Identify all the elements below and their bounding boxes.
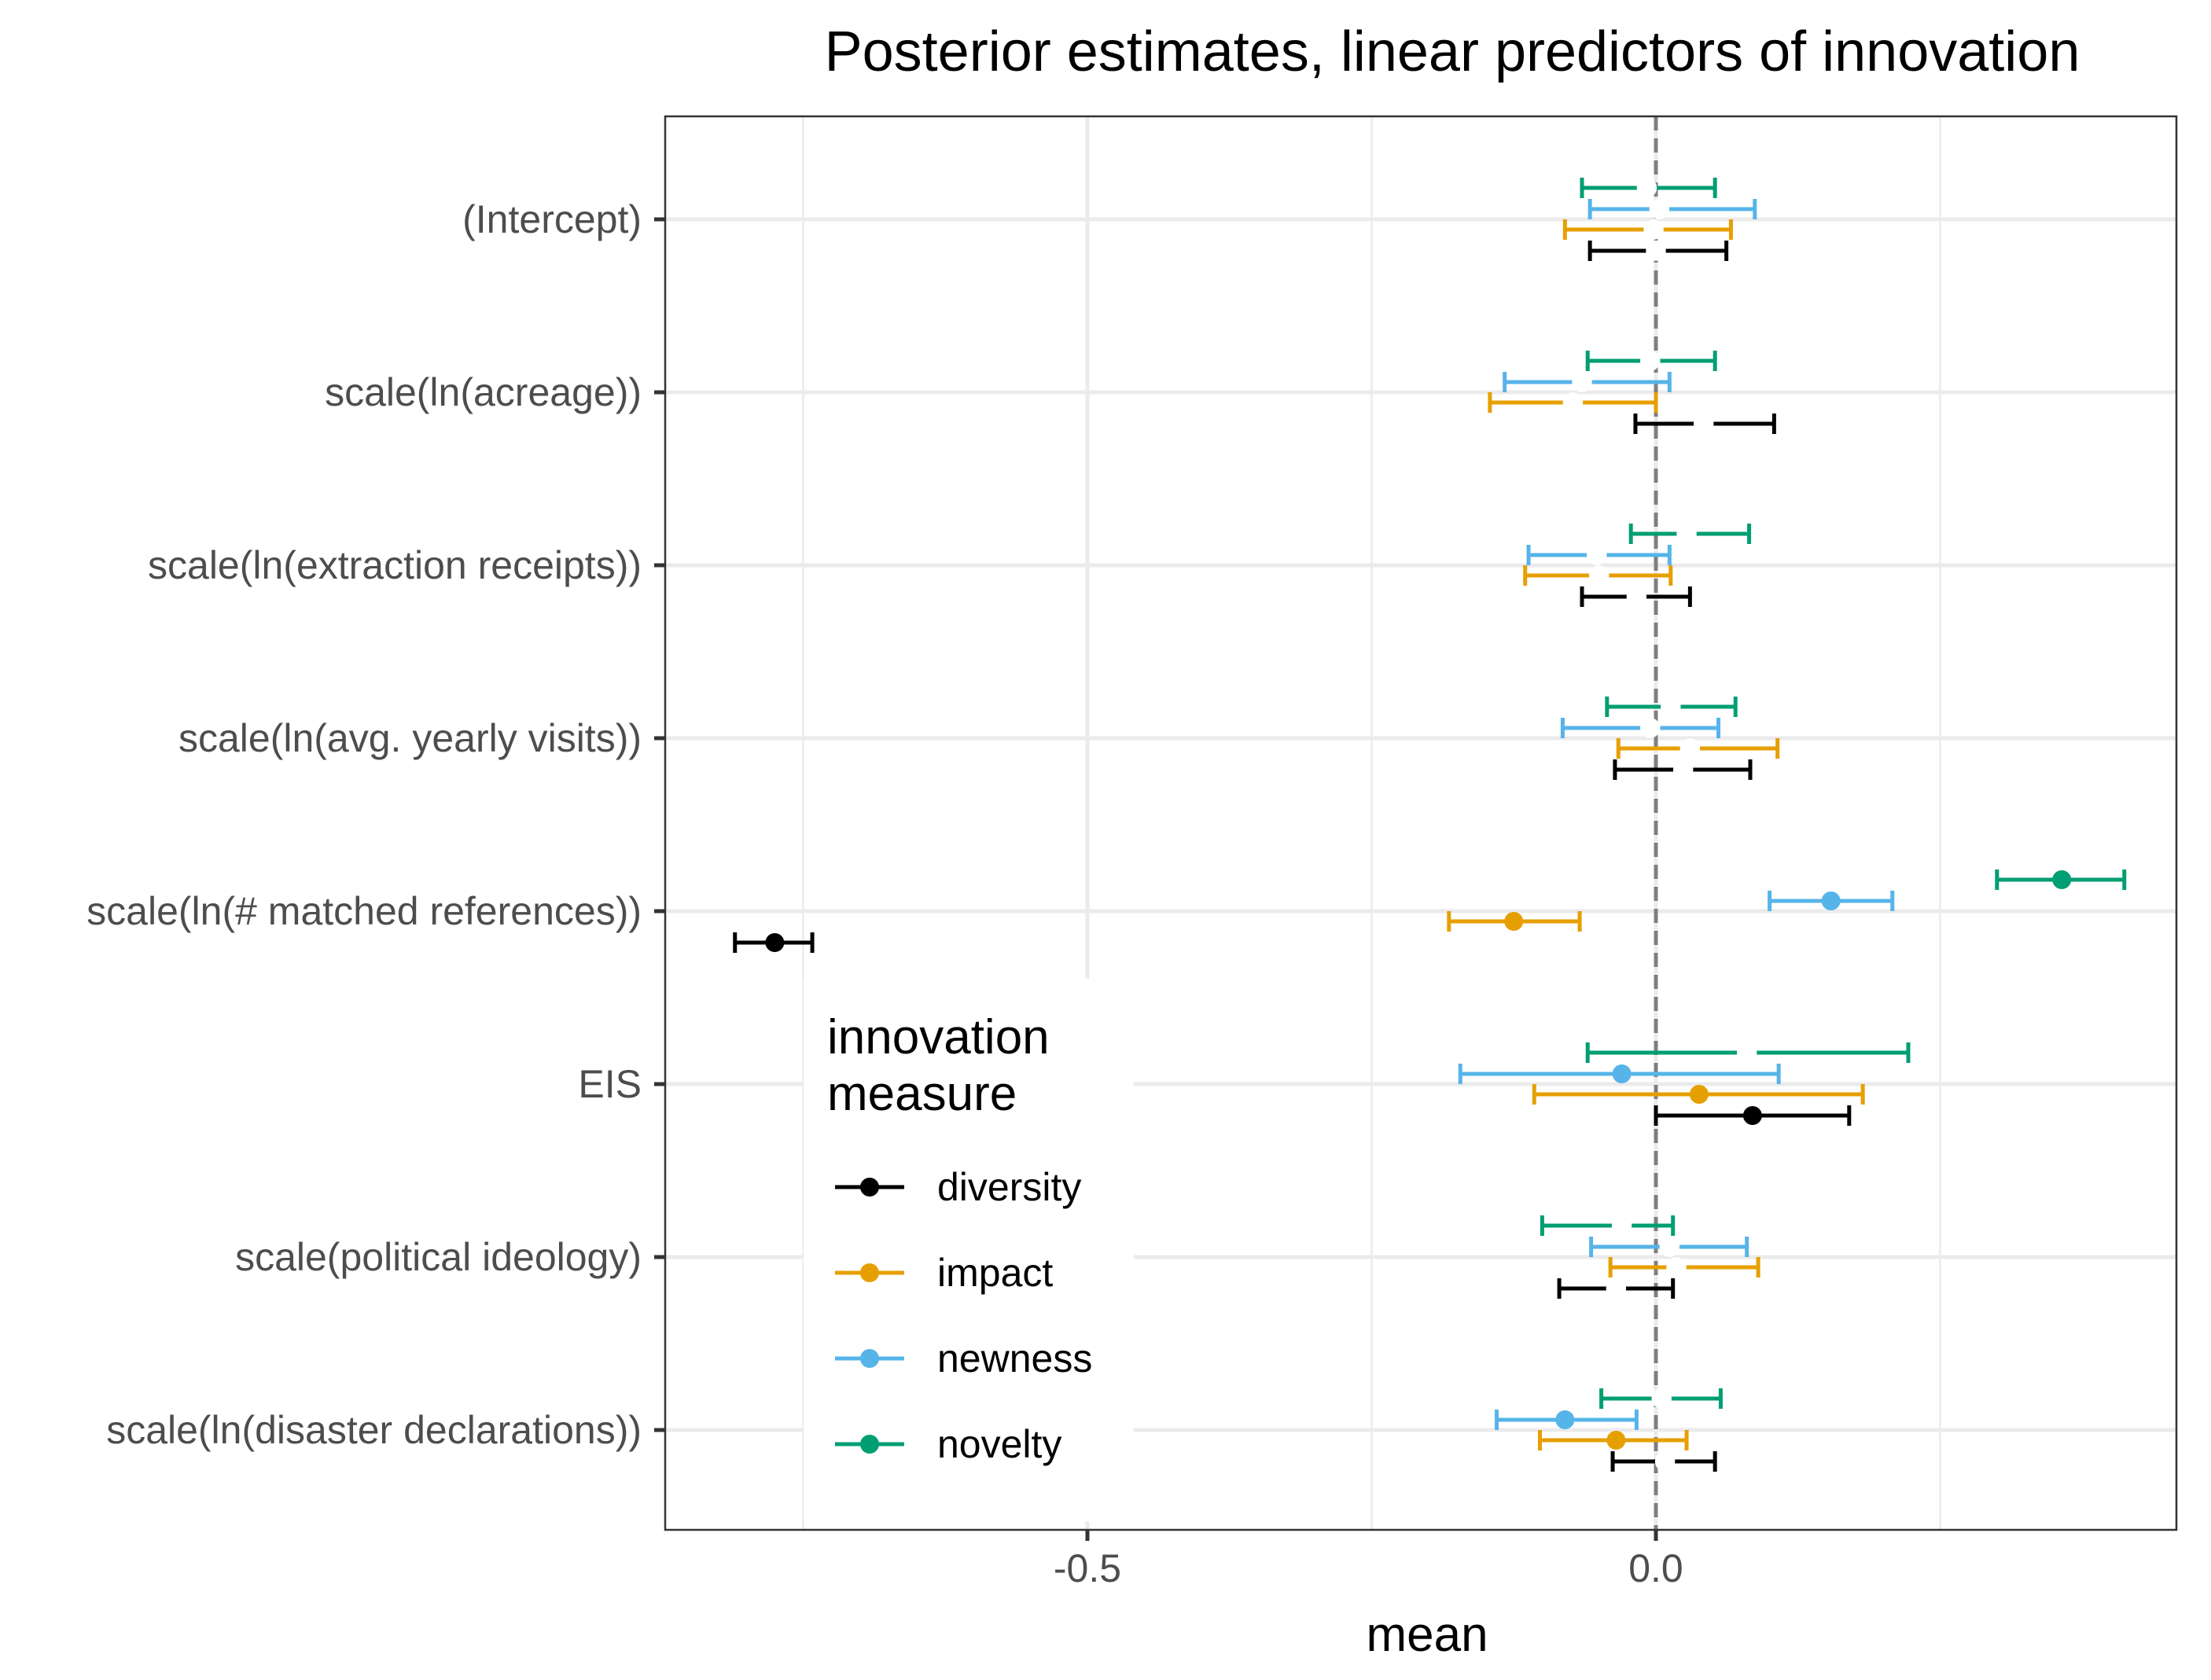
- panel-border: [664, 115, 2178, 1531]
- point-impact: [1588, 565, 1610, 586]
- point-novelty: [2052, 870, 2072, 889]
- point-newness: [1572, 372, 1592, 392]
- series-novelty: [1540, 178, 2127, 1409]
- legend-title: innovation: [827, 1010, 1050, 1064]
- x-tick-label: 0.0: [1628, 1546, 1683, 1590]
- series-diversity: [733, 241, 1852, 1472]
- legend-key-point: [860, 1178, 879, 1197]
- series-newness: [1458, 199, 1895, 1430]
- point-impact: [1679, 738, 1701, 759]
- legend-label: newness: [937, 1336, 1092, 1380]
- chart-title: Posterior estimates, linear predictors o…: [825, 20, 2080, 83]
- point-diversity: [1646, 241, 1666, 261]
- point-novelty: [1611, 1215, 1632, 1236]
- point-diversity: [1654, 1451, 1676, 1472]
- y-tick-label: scale(ln(extraction receipts)): [148, 543, 642, 587]
- legend-key-point: [860, 1349, 879, 1368]
- legend-key-point: [860, 1435, 879, 1454]
- point-impact: [1504, 912, 1524, 931]
- point-diversity: [1693, 414, 1714, 434]
- point-impact: [1606, 1431, 1626, 1450]
- point-newness: [1821, 891, 1841, 910]
- legend-title: measure: [827, 1067, 1017, 1121]
- y-tick-label: (Intercept): [462, 197, 642, 241]
- point-newness: [1555, 1410, 1575, 1429]
- y-tick-label: scale(ln(avg. yearly visits)): [178, 716, 642, 760]
- point-novelty: [1676, 524, 1697, 544]
- point-newness: [1587, 545, 1607, 565]
- point-diversity: [1672, 759, 1694, 780]
- series-impact: [1447, 219, 1865, 1450]
- legend-key-point: [860, 1263, 879, 1282]
- point-diversity: [1742, 1106, 1762, 1125]
- point-diversity: [765, 933, 785, 952]
- point-impact: [1643, 219, 1664, 240]
- point-impact: [1689, 1085, 1709, 1104]
- point-novelty: [1661, 697, 1681, 717]
- y-tick-label: EIS: [578, 1062, 642, 1106]
- point-impact: [1666, 1257, 1687, 1277]
- legend-label: diversity: [937, 1165, 1081, 1209]
- point-novelty: [1636, 178, 1657, 198]
- y-tick-label: scale(ln(disaster declarations)): [106, 1408, 642, 1452]
- y-tick-label: scale(ln(# matched references)): [86, 889, 642, 933]
- y-tick-label: scale(political ideology): [235, 1235, 642, 1279]
- point-diversity: [1626, 586, 1647, 607]
- x-axis-label: mean: [1366, 1608, 1488, 1662]
- point-newness: [1659, 1237, 1680, 1257]
- y-tick-label: scale(ln(acreage)): [325, 370, 642, 414]
- point-novelty: [1651, 1388, 1672, 1409]
- point-novelty: [1736, 1042, 1757, 1063]
- legend-label: novelty: [937, 1422, 1061, 1466]
- point-diversity: [1606, 1278, 1627, 1299]
- point-novelty: [1640, 351, 1661, 371]
- point-newness: [1640, 718, 1661, 738]
- point-newness: [1612, 1064, 1632, 1083]
- legend-background: [804, 979, 1134, 1521]
- point-impact: [1562, 392, 1584, 413]
- point-newness: [1649, 199, 1670, 219]
- legend-label: impact: [937, 1251, 1053, 1295]
- x-tick-label: -0.5: [1054, 1546, 1121, 1590]
- plot-panel: [654, 115, 2178, 1541]
